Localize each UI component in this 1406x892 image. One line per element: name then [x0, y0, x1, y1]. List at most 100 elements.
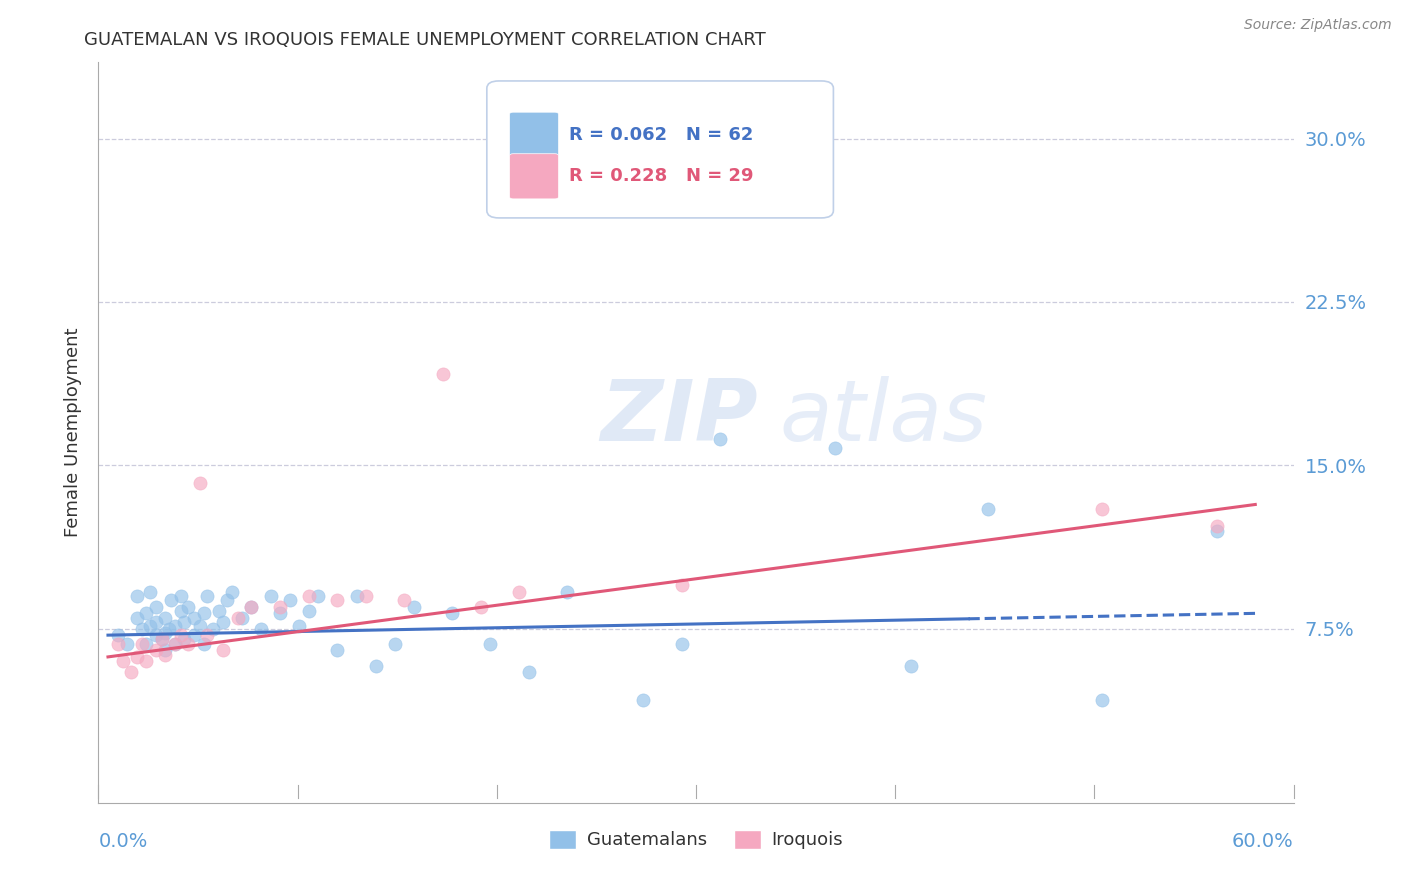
Point [150, 632, 173, 647]
Point [197, 589, 219, 603]
Point [150, 632, 173, 647]
Point [671, 637, 693, 651]
Point [163, 637, 186, 651]
Point [145, 643, 167, 657]
Point [125, 589, 148, 603]
Point [671, 578, 693, 592]
Point [139, 619, 162, 633]
Point [1091, 501, 1114, 516]
Point [1206, 519, 1229, 533]
Point [125, 649, 148, 664]
Point [188, 619, 211, 633]
Point [269, 599, 291, 614]
Point [221, 584, 243, 599]
Point [183, 611, 205, 625]
Point [120, 665, 142, 680]
Point [169, 604, 191, 618]
Point [163, 637, 186, 651]
Point [131, 622, 153, 636]
Point [517, 665, 540, 680]
Point [479, 637, 502, 651]
Point [211, 615, 233, 629]
Point [240, 599, 263, 614]
Point [307, 589, 329, 603]
Point [145, 628, 167, 642]
Y-axis label: Female Unemployment: Female Unemployment [63, 328, 82, 537]
Point [240, 599, 263, 614]
Point [470, 599, 492, 614]
Text: atlas: atlas [779, 376, 987, 459]
Point [231, 611, 253, 625]
Point [346, 589, 368, 603]
Point [107, 628, 129, 642]
Text: Source: ZipAtlas.com: Source: ZipAtlas.com [1244, 18, 1392, 32]
Legend: Guatemalans, Iroquois: Guatemalans, Iroquois [541, 823, 851, 856]
Point [155, 648, 177, 662]
Point [432, 367, 454, 381]
Point [155, 643, 177, 657]
Point [139, 584, 162, 599]
Point [208, 604, 231, 618]
Text: 0.0%: 0.0% [98, 832, 148, 852]
Point [155, 626, 177, 640]
Point [177, 599, 200, 614]
Point [354, 589, 377, 603]
Point [125, 611, 148, 625]
Point [900, 658, 922, 673]
Point [976, 501, 998, 516]
Point [157, 622, 180, 636]
Point [1206, 524, 1229, 538]
Point [269, 607, 291, 621]
Point [135, 607, 157, 621]
Point [211, 643, 233, 657]
Point [326, 643, 349, 657]
Point [298, 604, 321, 618]
Point [633, 693, 655, 707]
Text: R = 0.228   N = 29: R = 0.228 N = 29 [569, 168, 754, 186]
Point [824, 441, 846, 455]
Text: ZIP: ZIP [600, 376, 758, 459]
Point [364, 658, 387, 673]
Point [197, 628, 219, 642]
FancyBboxPatch shape [486, 81, 834, 218]
Point [288, 619, 311, 633]
Point [145, 615, 167, 629]
Point [193, 637, 215, 651]
Point [709, 432, 731, 446]
Text: GUATEMALAN VS IROQUOIS FEMALE UNEMPLOYMENT CORRELATION CHART: GUATEMALAN VS IROQUOIS FEMALE UNEMPLOYME… [84, 31, 766, 49]
Text: R = 0.062   N = 62: R = 0.062 N = 62 [569, 126, 754, 144]
Text: 60.0%: 60.0% [1232, 832, 1294, 852]
Point [441, 607, 464, 621]
Point [278, 593, 301, 607]
Point [169, 628, 191, 642]
Point [145, 599, 167, 614]
Point [131, 637, 153, 651]
Point [298, 589, 321, 603]
Point [169, 589, 191, 603]
FancyBboxPatch shape [509, 112, 558, 157]
Point [250, 622, 273, 636]
Point [215, 593, 238, 607]
Point [173, 632, 195, 647]
Point [160, 593, 183, 607]
Point [555, 584, 578, 599]
Point [135, 637, 157, 651]
FancyBboxPatch shape [509, 153, 558, 199]
Point [394, 593, 416, 607]
Point [188, 475, 211, 490]
Point [508, 584, 530, 599]
Point [709, 193, 731, 207]
Point [183, 628, 205, 642]
Point [163, 619, 186, 633]
Point [155, 611, 177, 625]
Point [173, 615, 195, 629]
Point [402, 599, 425, 614]
Point [1091, 693, 1114, 707]
Point [226, 611, 249, 625]
Point [193, 607, 215, 621]
Point [326, 593, 349, 607]
Point [177, 637, 200, 651]
Point [202, 622, 225, 636]
Point [115, 637, 138, 651]
Point [259, 589, 281, 603]
